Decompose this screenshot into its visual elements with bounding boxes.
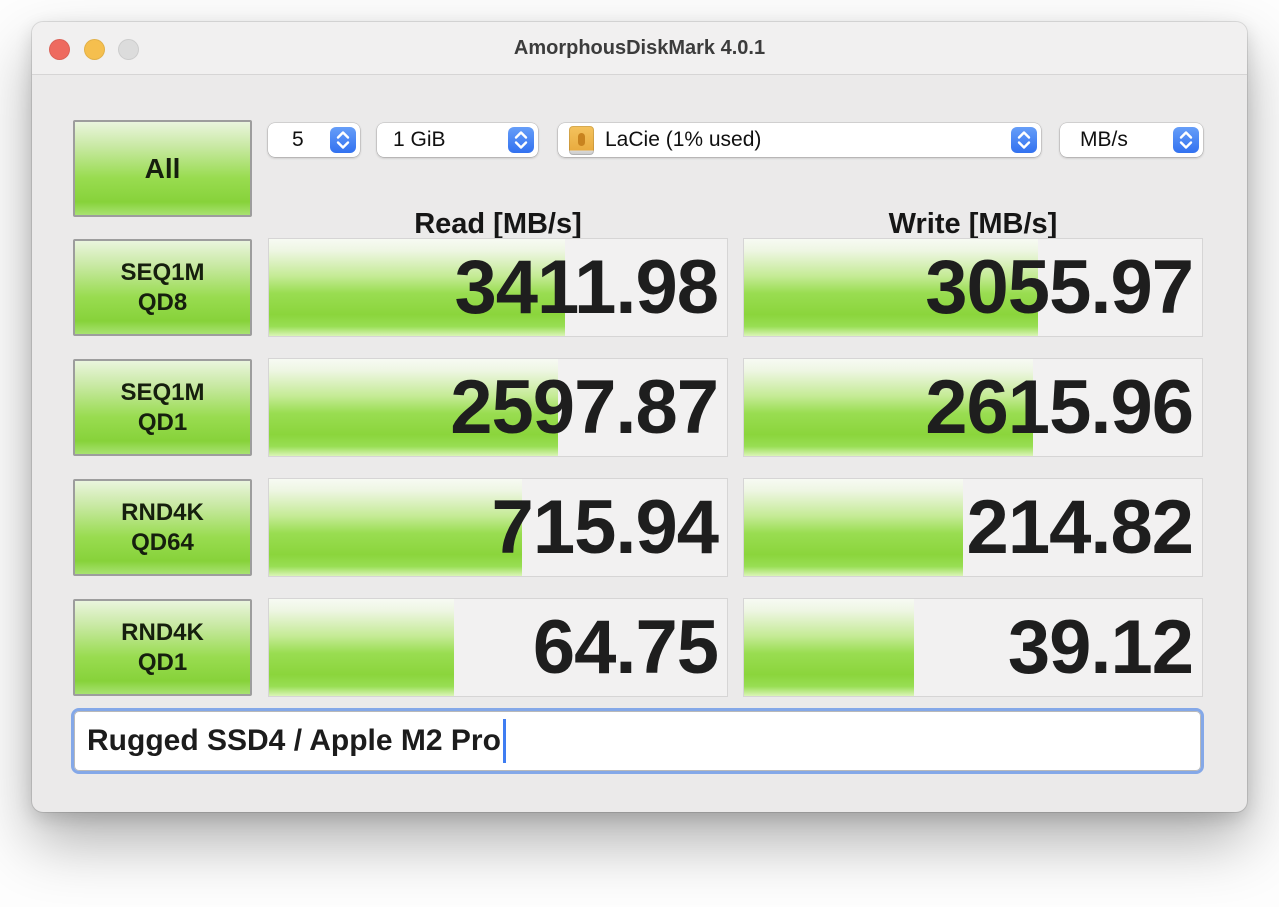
bench-row-seq1m-qd1: SEQ1M QD1 2597.87 2615.96 <box>32 358 1247 457</box>
read-value: 715.94 <box>491 485 719 570</box>
app-window: AmorphousDiskMark 4.0.1 All 5 1 GiB LaCi… <box>32 22 1247 812</box>
up-down-chevrons-icon <box>330 127 356 153</box>
close-button[interactable] <box>49 39 70 60</box>
up-down-chevrons-icon <box>508 127 534 153</box>
test-size-select[interactable]: 1 GiB <box>377 123 538 157</box>
read-meter: 2597.87 <box>268 358 728 457</box>
meter-bar <box>744 359 1033 456</box>
write-meter: 2615.96 <box>743 358 1203 457</box>
trial-count-select[interactable]: 5 <box>268 123 360 157</box>
read-value: 3411.98 <box>454 245 719 330</box>
comment-text: Rugged SSD4 / Apple M2 Pro <box>87 724 501 757</box>
trial-count-value: 5 <box>292 128 304 151</box>
minimize-button[interactable] <box>84 39 105 60</box>
read-meter: 715.94 <box>268 478 728 577</box>
test-button-seq1m-qd1[interactable]: SEQ1M QD1 <box>73 359 252 456</box>
target-volume-select[interactable]: LaCie (1% used) <box>558 123 1041 157</box>
meter-bar <box>744 479 964 576</box>
test-button-label: QD1 <box>137 648 188 676</box>
test-button-label: RND4K <box>121 618 204 646</box>
up-down-chevrons-icon <box>1011 127 1037 153</box>
all-button-label: All <box>144 152 181 184</box>
test-button-label: SEQ1M <box>120 258 205 286</box>
meter-bar <box>269 239 566 336</box>
bench-row-rnd4k-qd64: RND4K QD64 715.94 214.82 <box>32 478 1247 577</box>
external-drive-icon <box>569 125 594 155</box>
titlebar: AmorphousDiskMark 4.0.1 <box>32 22 1247 75</box>
read-meter: 64.75 <box>268 598 728 697</box>
meter-bar <box>744 599 915 696</box>
zoom-button[interactable] <box>118 39 139 60</box>
test-button-rnd4k-qd1[interactable]: RND4K QD1 <box>73 599 252 696</box>
test-button-label: QD8 <box>137 288 188 316</box>
write-meter: 3055.97 <box>743 238 1203 337</box>
test-button-label: QD64 <box>131 528 194 556</box>
meter-bar <box>269 479 523 576</box>
unit-select[interactable]: MB/s <box>1060 123 1203 157</box>
write-meter: 39.12 <box>743 598 1203 697</box>
write-meter: 214.82 <box>743 478 1203 577</box>
write-value: 2615.96 <box>925 365 1194 450</box>
read-column-header: Read [MB/s] <box>414 207 582 240</box>
all-tests-button[interactable]: All <box>73 120 252 217</box>
test-button-seq1m-qd8[interactable]: SEQ1M QD8 <box>73 239 252 336</box>
meter-bar <box>744 239 1039 336</box>
bench-row-rnd4k-qd1: RND4K QD1 64.75 39.12 <box>32 598 1247 697</box>
window-title: AmorphousDiskMark 4.0.1 <box>513 36 766 59</box>
target-volume-value: LaCie (1% used) <box>605 128 762 151</box>
test-button-label: SEQ1M <box>120 378 205 406</box>
meter-bar <box>269 359 559 456</box>
read-meter: 3411.98 <box>268 238 728 337</box>
test-button-label: QD1 <box>137 408 188 436</box>
unit-value: MB/s <box>1080 128 1128 151</box>
comment-input[interactable]: Rugged SSD4 / Apple M2 Pro <box>71 708 1204 774</box>
read-value: 64.75 <box>532 605 719 690</box>
write-value: 3055.97 <box>925 245 1194 330</box>
test-button-label: RND4K <box>121 498 204 526</box>
up-down-chevrons-icon <box>1173 127 1199 153</box>
read-value: 2597.87 <box>450 365 719 450</box>
write-column-header: Write [MB/s] <box>888 207 1058 240</box>
meter-bar <box>269 599 454 696</box>
test-button-rnd4k-qd64[interactable]: RND4K QD64 <box>73 479 252 576</box>
test-size-value: 1 GiB <box>393 128 446 151</box>
text-caret <box>502 719 506 763</box>
write-value: 39.12 <box>1007 605 1194 690</box>
bench-row-seq1m-qd8: SEQ1M QD8 3411.98 3055.97 <box>32 238 1247 337</box>
write-value: 214.82 <box>966 485 1194 570</box>
